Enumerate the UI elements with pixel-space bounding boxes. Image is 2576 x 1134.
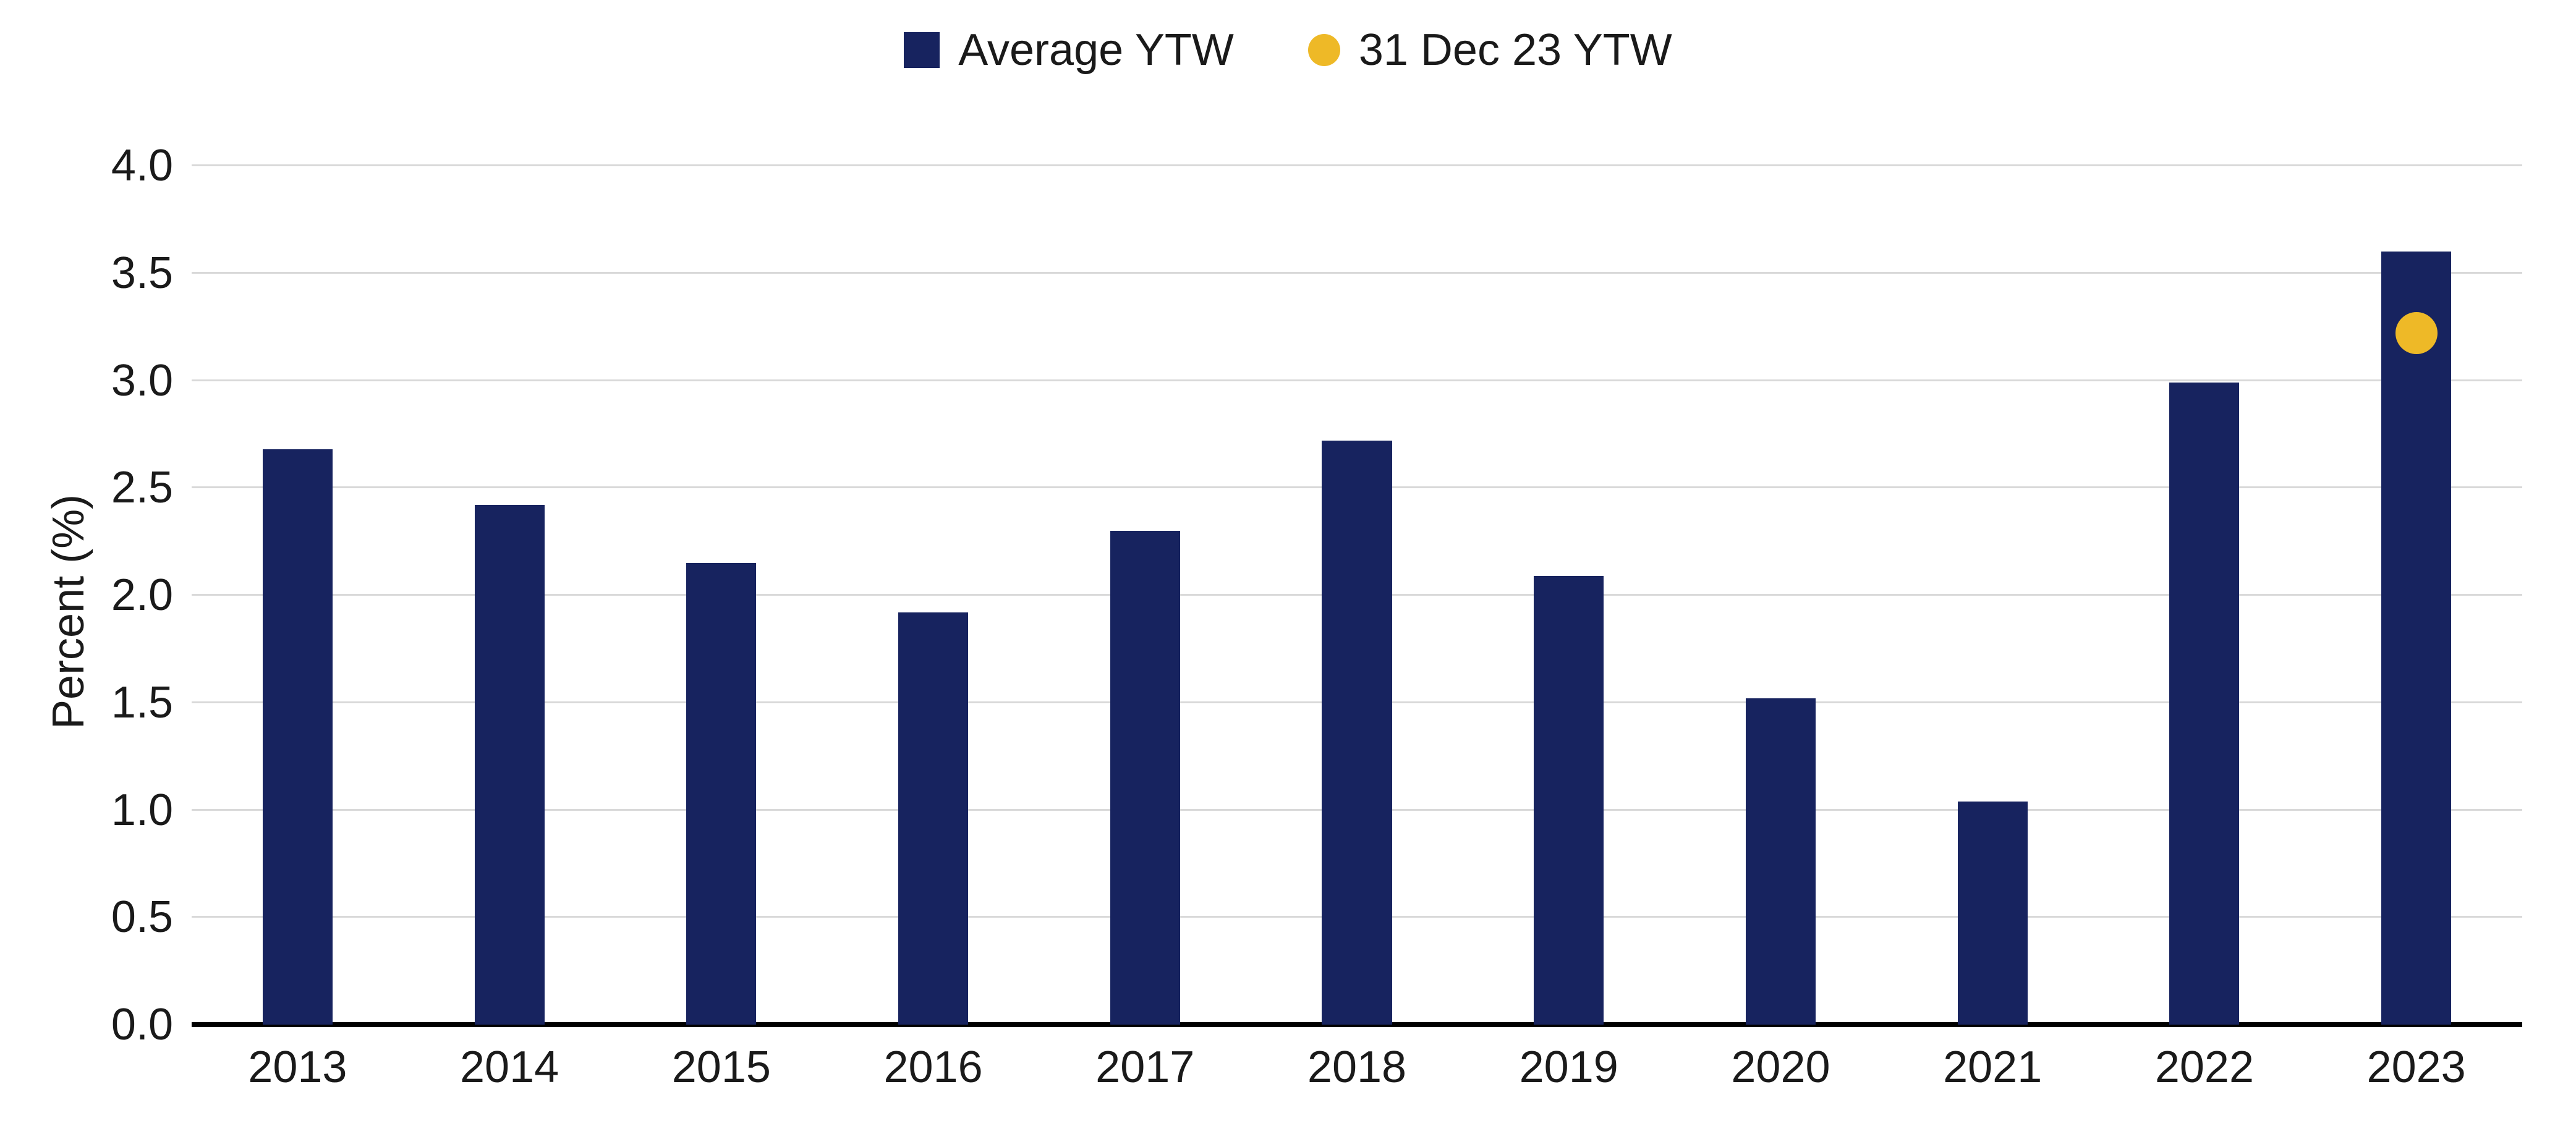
- x-tick-label: 2019: [1520, 1025, 1618, 1093]
- x-tick-label: 2023: [2367, 1025, 2466, 1093]
- bar: [686, 563, 756, 1025]
- y-axis-title: Percent (%): [43, 494, 94, 729]
- gridline: [192, 379, 2522, 381]
- y-tick-label: 3.5: [111, 248, 192, 298]
- bar: [475, 505, 545, 1025]
- bar: [1322, 441, 1392, 1025]
- ytw-bar-chart: Average YTW 31 Dec 23 YTW Percent (%) 0.…: [0, 0, 2576, 1134]
- x-tick-label: 2016: [883, 1025, 982, 1093]
- x-tick-label: 2014: [460, 1025, 559, 1093]
- bar: [1958, 802, 2028, 1025]
- bar: [263, 449, 333, 1025]
- x-tick-label: 2020: [1731, 1025, 1830, 1093]
- x-tick-label: 2017: [1095, 1025, 1194, 1093]
- y-tick-label: 2.5: [111, 462, 192, 513]
- gridline: [192, 272, 2522, 274]
- legend-item-point-ytw: 31 Dec 23 YTW: [1308, 25, 1672, 75]
- plot-area: 0.00.51.01.52.02.53.03.54.02013201420152…: [192, 166, 2522, 1025]
- y-tick-label: 0.0: [111, 999, 192, 1050]
- point-marker: [2395, 312, 2438, 354]
- legend-item-average-ytw: Average YTW: [904, 25, 1234, 75]
- legend-swatch-bar-icon: [904, 32, 940, 68]
- legend-swatch-circle-icon: [1308, 34, 1340, 66]
- y-tick-label: 2.0: [111, 570, 192, 620]
- y-tick-label: 1.5: [111, 677, 192, 728]
- x-tick-label: 2018: [1307, 1025, 1406, 1093]
- y-tick-label: 4.0: [111, 140, 192, 191]
- x-tick-label: 2013: [248, 1025, 347, 1093]
- x-tick-label: 2021: [1943, 1025, 2042, 1093]
- bar: [898, 612, 968, 1025]
- bar: [2169, 383, 2239, 1025]
- legend: Average YTW 31 Dec 23 YTW: [0, 25, 2576, 75]
- y-tick-label: 1.0: [111, 785, 192, 836]
- gridline: [192, 164, 2522, 166]
- legend-label-average-ytw: Average YTW: [958, 25, 1234, 75]
- y-tick-label: 0.5: [111, 892, 192, 942]
- bar: [1746, 698, 1816, 1025]
- x-tick-label: 2022: [2155, 1025, 2254, 1093]
- y-tick-label: 3.0: [111, 355, 192, 406]
- legend-label-point-ytw: 31 Dec 23 YTW: [1359, 25, 1672, 75]
- bar: [1110, 531, 1180, 1025]
- bar: [1534, 576, 1604, 1025]
- x-tick-label: 2015: [672, 1025, 771, 1093]
- bar: [2381, 252, 2451, 1025]
